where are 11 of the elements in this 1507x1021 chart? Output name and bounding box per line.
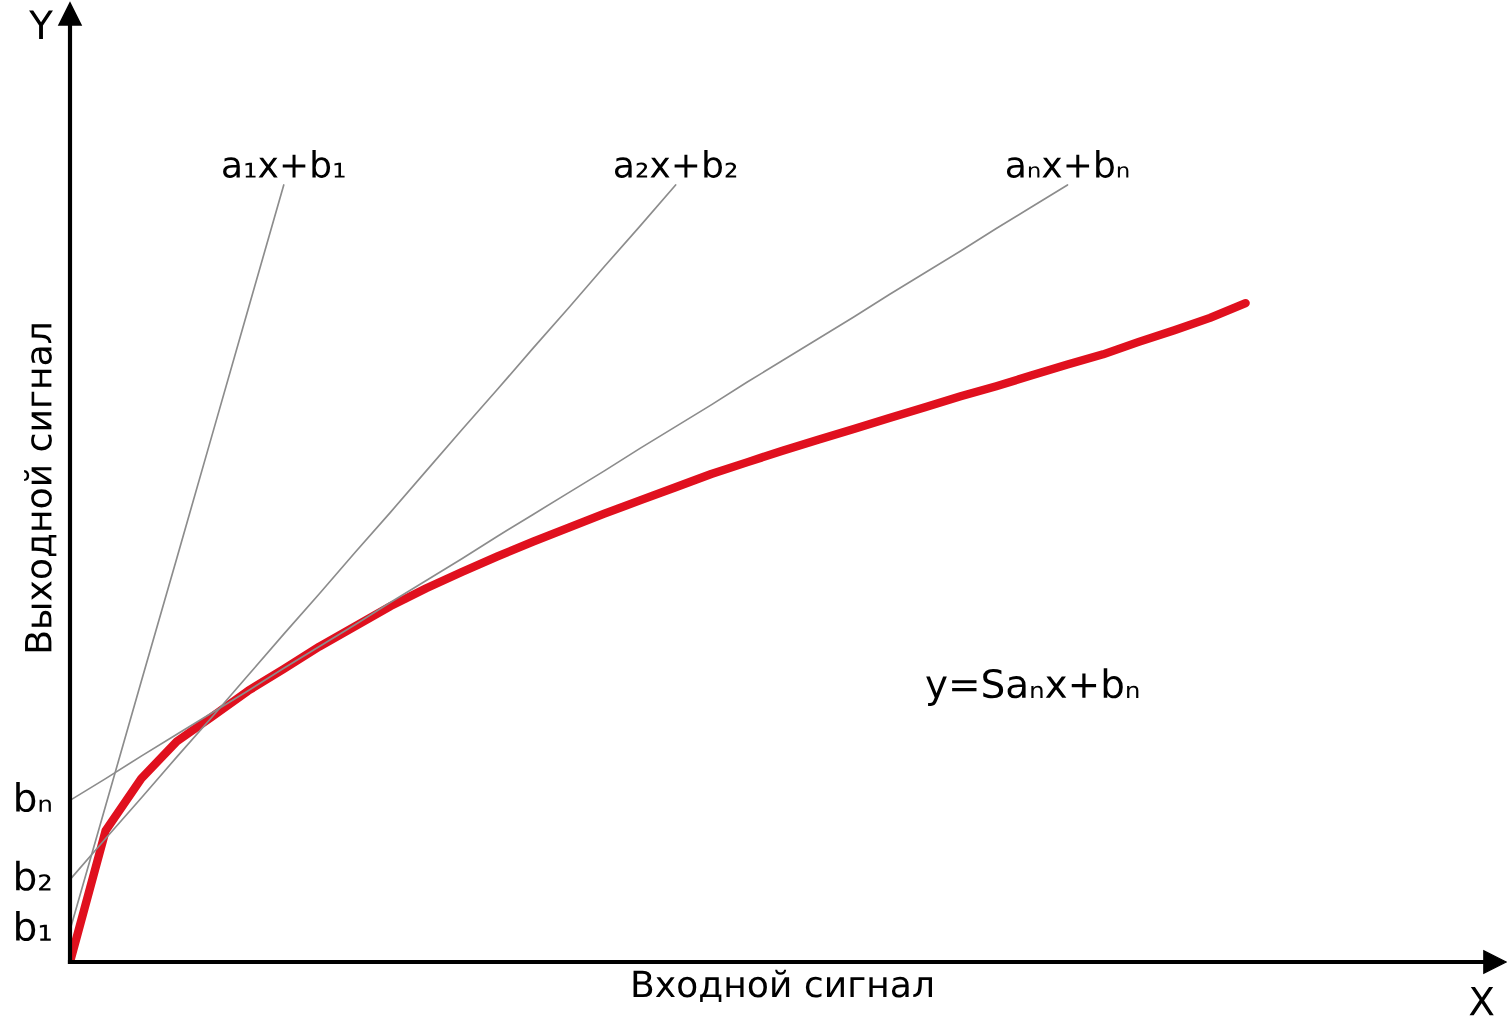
series-label: a₂x+b₂ <box>614 150 737 178</box>
annotation: y=Saₙx+bₙ <box>926 668 1139 706</box>
text: b₁ <box>16 910 51 942</box>
x-axis-title: Входной сигнал <box>633 969 932 1003</box>
text: bₙ <box>16 782 51 813</box>
text: b₂ <box>16 860 51 891</box>
text: Y <box>29 10 53 39</box>
series-label: a₁x+b₁ <box>223 150 345 178</box>
series-label: aₙx+bₙ <box>1006 150 1129 178</box>
y-axis-title: Выходной сигнал <box>24 324 57 652</box>
text: X <box>1469 986 1494 1016</box>
